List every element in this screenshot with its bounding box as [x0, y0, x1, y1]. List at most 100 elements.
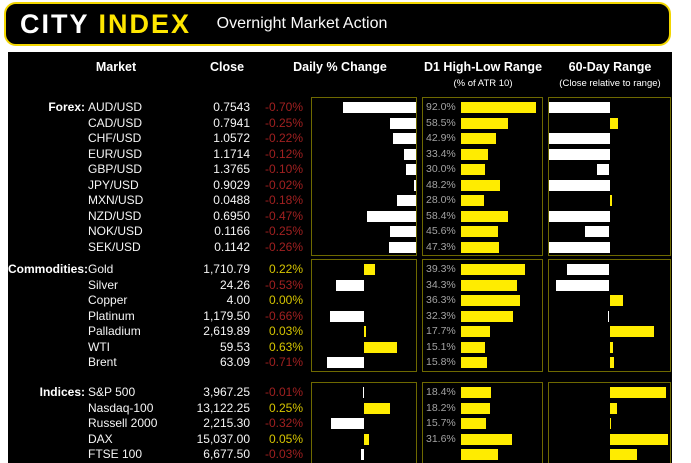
d1-range-bar	[461, 117, 509, 129]
d1-range-label: 36.3%	[426, 294, 456, 306]
close-value: 1.3765	[213, 162, 250, 176]
daily-change-value: -0.12%	[264, 146, 303, 161]
range60-bar	[609, 357, 615, 368]
range60-bar	[597, 164, 610, 175]
d1-range-bar	[461, 387, 491, 398]
daily-change-value: -0.71%	[264, 355, 303, 369]
d1-range-bar	[461, 341, 486, 353]
daily-change-bar	[390, 117, 416, 129]
close-value: 0.7941	[213, 115, 250, 130]
range60-bar	[567, 264, 610, 275]
d1-range-label: 42.9%	[426, 132, 456, 144]
d1-range-bar	[461, 226, 498, 237]
column-header-d1-range: D1 High-Low Range	[423, 60, 543, 74]
d1-range-label: 48.2%	[426, 178, 456, 191]
subheader-close-relative: (Close relative to range)	[559, 78, 661, 89]
range60-bar	[609, 433, 668, 445]
market-name: FTSE 100	[88, 447, 143, 461]
market-name: CHF/USD	[88, 131, 142, 145]
range60-bar	[608, 310, 610, 322]
market-section: Indices: S&P 500 3,967.25 -0.01% Nasdaq-100 1…	[8, 382, 672, 463]
city-index-logo: CITY INDEX	[20, 9, 191, 40]
column-header-daily-change: Daily % Change	[293, 60, 387, 74]
d1-range-label: 58.5%	[426, 116, 456, 129]
daily-change-bar	[327, 357, 364, 368]
market-name: S&P 500	[88, 385, 136, 399]
range60-bar	[609, 387, 667, 398]
range60-bar	[549, 148, 610, 160]
close-value: 24.26	[219, 277, 250, 292]
daily-change-value: -0.32%	[264, 416, 303, 430]
range60-bar	[609, 295, 623, 306]
range60-bar	[609, 326, 655, 337]
close-value: 0.6950	[213, 208, 250, 223]
daily-change-bar	[413, 179, 416, 191]
daily-change-value: 0.05%	[268, 431, 303, 446]
logo-index-text: INDEX	[98, 9, 192, 39]
range60-chart	[548, 97, 671, 256]
d1-range-label: 17.7%	[426, 325, 456, 337]
column-header-60day-range: 60-Day Range	[568, 60, 652, 74]
daily-change-bar	[336, 279, 364, 291]
d1-range-bar	[461, 402, 491, 414]
daily-change-value: -0.22%	[264, 131, 303, 145]
d1-range-label: 45.6%	[426, 225, 456, 237]
daily-change-bar	[364, 326, 366, 337]
column-header-market: Market	[95, 60, 137, 74]
market-name: AUD/USD	[88, 100, 143, 114]
range60-bar	[549, 102, 610, 113]
close-value: 0.0488	[213, 193, 250, 207]
daily-change-value: -0.47%	[264, 208, 303, 223]
daily-change-bar	[388, 241, 416, 253]
market-section: Forex: AUD/USD 0.7543 -0.70% CAD/USD 0.7941 -0…	[8, 97, 672, 256]
close-value: 15,037.00	[196, 431, 250, 446]
daily-change-bar	[364, 402, 390, 414]
d1-range-bar	[461, 102, 536, 113]
d1-range-label: 33.4%	[426, 147, 456, 160]
d1-range-label: 15.1%	[426, 340, 456, 353]
range60-bar	[609, 418, 611, 429]
daily-change-bar	[343, 102, 416, 113]
market-name: Brent	[88, 355, 117, 369]
logo-city-text: CITY	[20, 9, 90, 39]
daily-change-bar	[390, 226, 416, 237]
close-value: 1,179.50	[203, 308, 250, 323]
market-name: NZD/USD	[88, 208, 142, 223]
d1-range-bar	[461, 357, 487, 368]
d1-range-bar	[461, 279, 517, 291]
section-label: Commodities:	[8, 262, 89, 276]
market-name: DAX	[88, 431, 113, 446]
d1-range-bar	[461, 179, 501, 191]
daily-change-bar	[360, 449, 364, 460]
market-name: NOK/USD	[88, 224, 143, 238]
d1-range-label: 18.4%	[426, 386, 456, 398]
d1-range-label: 18.2%	[426, 401, 456, 414]
market-section: Commodities: Gold 1,710.79 0.22% Silver 24.26…	[8, 259, 672, 372]
close-value: 2,619.89	[203, 324, 250, 338]
daily-change-value: -0.66%	[264, 308, 303, 323]
close-value: 13,122.25	[196, 400, 250, 415]
close-value: 0.1142	[214, 239, 250, 254]
daily-change-chart	[311, 382, 417, 463]
d1-range-label: 31.6%	[426, 432, 456, 445]
close-value: 1,710.79	[203, 262, 250, 276]
d1-range-chart: 18.4% 18.2% 15.7% 31.6%	[422, 382, 543, 463]
daily-change-chart	[311, 259, 417, 372]
d1-range-label: 28.0%	[426, 194, 456, 206]
market-name: Palladium	[88, 324, 141, 338]
daily-change-bar	[403, 148, 416, 160]
d1-range-bar	[461, 326, 490, 337]
market-name: Platinum	[88, 308, 135, 323]
range60-bar	[549, 241, 610, 253]
daily-change-bar	[362, 387, 364, 398]
d1-range-label: 32.3%	[426, 309, 456, 322]
close-value: 59.53	[219, 339, 250, 354]
close-value: 1.0572	[213, 131, 250, 145]
d1-range-label: 39.3%	[426, 263, 456, 275]
market-name: Nasdaq-100	[88, 400, 154, 415]
d1-range-label: 92.0%	[426, 101, 456, 113]
d1-range-bar	[461, 241, 500, 253]
daily-change-value: 0.25%	[268, 400, 303, 415]
daily-change-bar	[364, 433, 370, 445]
